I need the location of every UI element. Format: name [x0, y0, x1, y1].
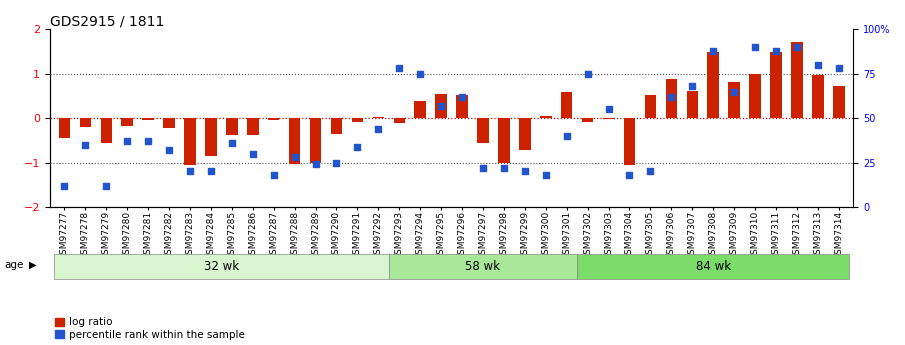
Bar [247, 118, 259, 135]
Bar [477, 118, 489, 142]
Bar [812, 75, 824, 118]
Point [433, 103, 448, 108]
Point [141, 138, 156, 144]
Bar [100, 118, 112, 142]
Bar [498, 118, 510, 162]
Point [623, 172, 637, 178]
Text: 32 wk: 32 wk [204, 260, 239, 273]
Point [350, 144, 365, 149]
Bar [142, 118, 154, 120]
Bar [687, 91, 698, 118]
Bar [268, 118, 280, 120]
Point [78, 142, 92, 148]
Text: 84 wk: 84 wk [696, 260, 730, 273]
Point [476, 165, 491, 171]
Bar [394, 118, 405, 122]
Bar [540, 116, 551, 118]
Point [497, 165, 511, 171]
Text: GDS2915 / 1811: GDS2915 / 1811 [50, 14, 164, 28]
Point [245, 151, 260, 157]
Legend: log ratio, percentile rank within the sample: log ratio, percentile rank within the sa… [55, 317, 244, 340]
Bar [310, 118, 321, 162]
Point [664, 94, 679, 100]
Bar [54, 254, 389, 279]
Bar [163, 118, 175, 128]
Bar [577, 254, 849, 279]
Bar [770, 52, 782, 118]
Point [162, 147, 176, 153]
Text: 58 wk: 58 wk [465, 260, 500, 273]
Point [183, 169, 197, 174]
Bar [289, 118, 300, 164]
Bar [749, 74, 761, 118]
Point [768, 48, 783, 53]
Bar [414, 101, 426, 118]
Point [727, 89, 741, 94]
Bar [644, 95, 656, 118]
Bar [226, 118, 238, 135]
Bar [435, 94, 447, 118]
Bar [603, 118, 614, 119]
Point [329, 160, 344, 165]
Bar [80, 118, 91, 127]
Bar [330, 118, 342, 134]
Bar [373, 117, 384, 118]
Point [309, 161, 323, 167]
Bar [352, 118, 363, 122]
Bar [561, 92, 573, 118]
Bar [389, 254, 577, 279]
Point [120, 138, 135, 144]
Bar [59, 118, 71, 138]
Point [643, 169, 658, 174]
Bar [791, 42, 803, 118]
Point [518, 169, 532, 174]
Point [748, 44, 762, 50]
Bar [665, 79, 677, 118]
Bar [582, 118, 594, 122]
Point [455, 94, 470, 100]
Point [538, 172, 553, 178]
Bar [833, 86, 844, 118]
Point [811, 62, 825, 68]
Point [832, 66, 846, 71]
Point [266, 172, 281, 178]
Point [580, 71, 595, 77]
Bar [708, 52, 719, 118]
Text: ▶: ▶ [29, 260, 36, 270]
Point [706, 48, 720, 53]
Point [413, 71, 427, 77]
Bar [519, 118, 530, 150]
Point [601, 107, 615, 112]
Bar [624, 118, 635, 165]
Bar [121, 118, 133, 126]
Point [392, 66, 406, 71]
Point [790, 44, 805, 50]
Point [371, 126, 386, 131]
Point [288, 155, 302, 160]
Point [224, 140, 239, 146]
Point [99, 183, 113, 188]
Point [204, 169, 218, 174]
Bar [456, 95, 468, 118]
Bar [729, 82, 740, 118]
Bar [185, 118, 195, 165]
Bar [205, 118, 216, 156]
Point [685, 83, 700, 89]
Point [559, 133, 574, 139]
Point [57, 183, 71, 188]
Text: age: age [5, 260, 24, 270]
